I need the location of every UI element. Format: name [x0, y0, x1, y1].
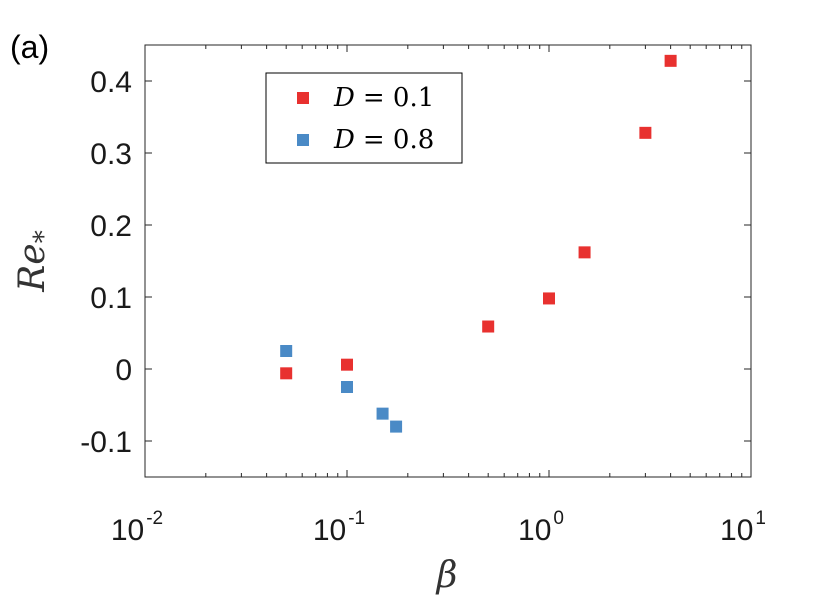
legend: D = 0.1 D = 0.8 [265, 72, 463, 164]
y-axis: -0.1 0 0.1 0.2 0.3 0.4 [80, 66, 751, 459]
y-tick-label: 0.1 [90, 282, 132, 315]
legend-marker-series-1 [297, 92, 309, 104]
y-axis-title: Re* [12, 230, 59, 292]
data-point-series-2 [341, 381, 353, 393]
data-point-series-1 [578, 246, 591, 259]
legend-label-series-2: D = 0.8 [333, 125, 434, 155]
legend-box [265, 72, 463, 164]
x-axis-title: β [435, 555, 458, 596]
y-tick-label: 0.3 [90, 138, 132, 171]
y-tick-label: -0.1 [80, 426, 132, 459]
x-axis: 10 -2 10 -1 10 0 10 1 [111, 45, 766, 547]
minor-ticks [205, 45, 743, 477]
y-axis-title-sub: * [29, 230, 59, 243]
x-tick-label: 10 0 [518, 508, 564, 547]
data-point-series-2 [390, 420, 403, 433]
y-tick-label: 0.4 [90, 66, 132, 99]
data-point-series-1 [482, 320, 495, 333]
data-point-series-1 [543, 292, 555, 305]
data-point-series-1 [639, 126, 652, 139]
y-tick-label: 0 [115, 354, 132, 387]
data-point-series-2 [280, 345, 293, 357]
x-tick-label: 10 1 [720, 508, 766, 547]
data-point-series-1 [341, 358, 353, 371]
data-point-series-1 [664, 54, 677, 67]
x-tick-label: 10 -1 [313, 508, 365, 547]
legend-label-series-1: D = 0.1 [333, 83, 434, 113]
data-point-series-2 [376, 407, 389, 420]
y-tick-label: 0.2 [90, 210, 132, 243]
x-tick-label: 10 -2 [111, 508, 163, 547]
legend-marker-series-2 [297, 134, 309, 146]
data-point-series-1 [280, 367, 293, 380]
svg-text:Re*: Re* [12, 230, 59, 292]
data-points [280, 54, 677, 433]
panel-label: (a) [10, 29, 49, 65]
y-axis-title-main: Re [12, 243, 53, 292]
